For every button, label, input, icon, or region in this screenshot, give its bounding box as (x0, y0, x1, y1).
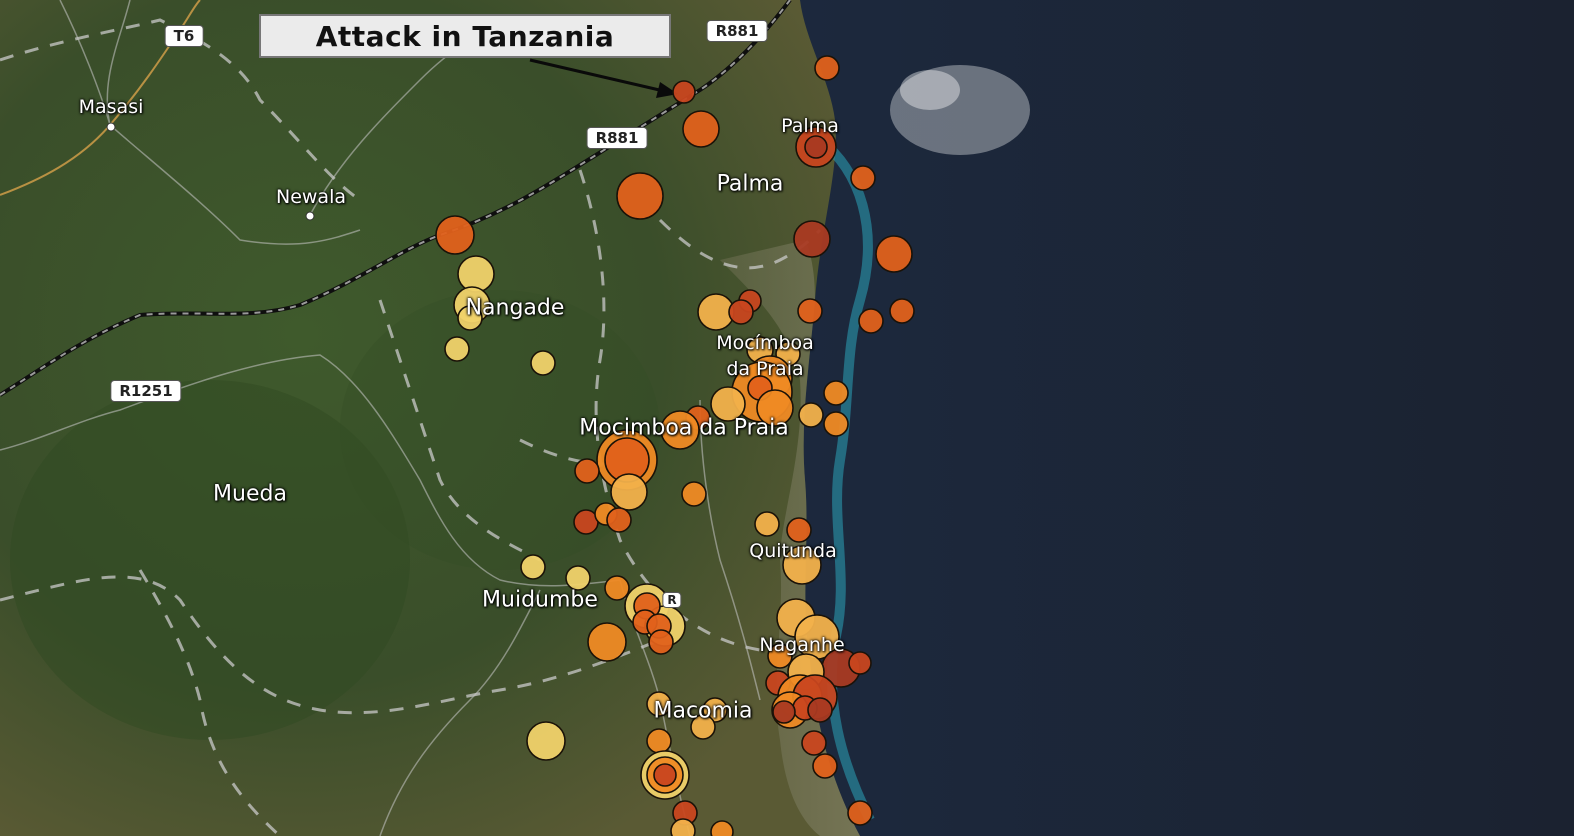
incident-marker[interactable] (530, 350, 556, 376)
incident-marker[interactable] (610, 473, 648, 511)
incident-marker[interactable] (710, 820, 734, 836)
incident-marker[interactable] (889, 298, 915, 324)
incident-marker[interactable] (798, 402, 824, 428)
place-label-palma-small: Palma (781, 115, 839, 137)
forest (10, 380, 410, 740)
incident-marker[interactable] (526, 721, 566, 761)
incident-marker[interactable] (565, 565, 591, 591)
place-label-mocimboa-district: Mocimboa da Praia (579, 415, 789, 441)
incident-marker[interactable] (807, 697, 833, 723)
incident-marker[interactable] (444, 336, 470, 362)
road-shield-r881: R881 (706, 20, 768, 42)
incident-markers (435, 55, 915, 836)
incident-marker[interactable] (756, 389, 794, 427)
incident-marker[interactable] (797, 298, 823, 324)
incident-marker[interactable] (646, 728, 672, 754)
incident-marker[interactable] (648, 629, 674, 655)
incident-marker[interactable] (681, 481, 707, 507)
incident-marker[interactable] (710, 386, 746, 422)
incident-marker[interactable] (646, 691, 672, 717)
incident-marker[interactable] (728, 299, 754, 325)
incident-marker[interactable] (772, 700, 796, 724)
town-dot-masasi (106, 122, 116, 132)
incident-marker[interactable] (587, 622, 627, 662)
place-label-masasi: Masasi (78, 96, 144, 118)
incident-marker[interactable] (616, 172, 664, 220)
incident-marker[interactable] (801, 730, 827, 756)
forest (340, 290, 660, 570)
incident-marker[interactable] (435, 215, 475, 255)
incident-marker[interactable] (847, 800, 873, 826)
cloud (890, 65, 1030, 155)
incident-marker[interactable] (875, 235, 913, 273)
incident-marker[interactable] (767, 643, 793, 669)
road-shield-muidumbe: R (662, 592, 682, 608)
town-dot-newala (305, 211, 315, 221)
place-label-muidumbe: Muidumbe (482, 587, 598, 613)
place-label-naganhe: Naganhe (759, 634, 845, 656)
road-shield-r1251: R1251 (110, 380, 182, 402)
place-label-macomia: Macomia (653, 698, 753, 724)
incident-marker[interactable] (814, 55, 840, 81)
incident-marker[interactable] (850, 165, 876, 191)
place-label-nangade: Nangade (465, 295, 565, 321)
road-shield-t6: T6 (164, 25, 204, 47)
road-shield-r881: R881 (586, 127, 648, 149)
place-label-quitunda: Quitunda (749, 540, 837, 562)
incident-marker[interactable] (823, 380, 849, 406)
incident-marker[interactable] (804, 135, 828, 159)
incident-marker[interactable] (457, 305, 483, 331)
incident-marker[interactable] (653, 763, 677, 787)
incident-marker[interactable] (858, 308, 884, 334)
place-label-mueda: Mueda (213, 481, 287, 507)
incident-marker[interactable] (848, 651, 872, 675)
incident-marker[interactable] (520, 554, 546, 580)
annotation-label: Attack in Tanzania (315, 19, 615, 53)
place-label-newala: Newala (275, 186, 347, 208)
annotation-attack-in-tanzania: Attack in Tanzania (259, 14, 671, 58)
cloud (900, 70, 960, 110)
incident-marker[interactable] (812, 753, 838, 779)
international-border-dash (0, 0, 791, 396)
primary-road (0, 0, 201, 196)
place-label-mocimboa-town: Mocímboa da Praia (716, 332, 814, 380)
incident-marker[interactable] (682, 110, 720, 148)
incident-marker[interactable] (823, 411, 849, 437)
incident-marker[interactable] (793, 220, 831, 258)
incident-marker[interactable] (690, 714, 716, 740)
place-label-palma: Palma (716, 171, 784, 197)
incident-marker[interactable] (574, 458, 600, 484)
incident-marker[interactable] (604, 575, 630, 601)
incident-marker[interactable] (754, 511, 780, 537)
incident-marker[interactable] (786, 517, 812, 543)
incident-marker[interactable] (670, 818, 696, 836)
incident-marker[interactable] (457, 255, 495, 293)
incident-marker[interactable] (660, 410, 700, 450)
incident-marker[interactable] (782, 545, 822, 585)
incident-marker[interactable] (606, 507, 632, 533)
annotation-arrow (529, 58, 669, 94)
incident-marker[interactable] (672, 80, 696, 104)
